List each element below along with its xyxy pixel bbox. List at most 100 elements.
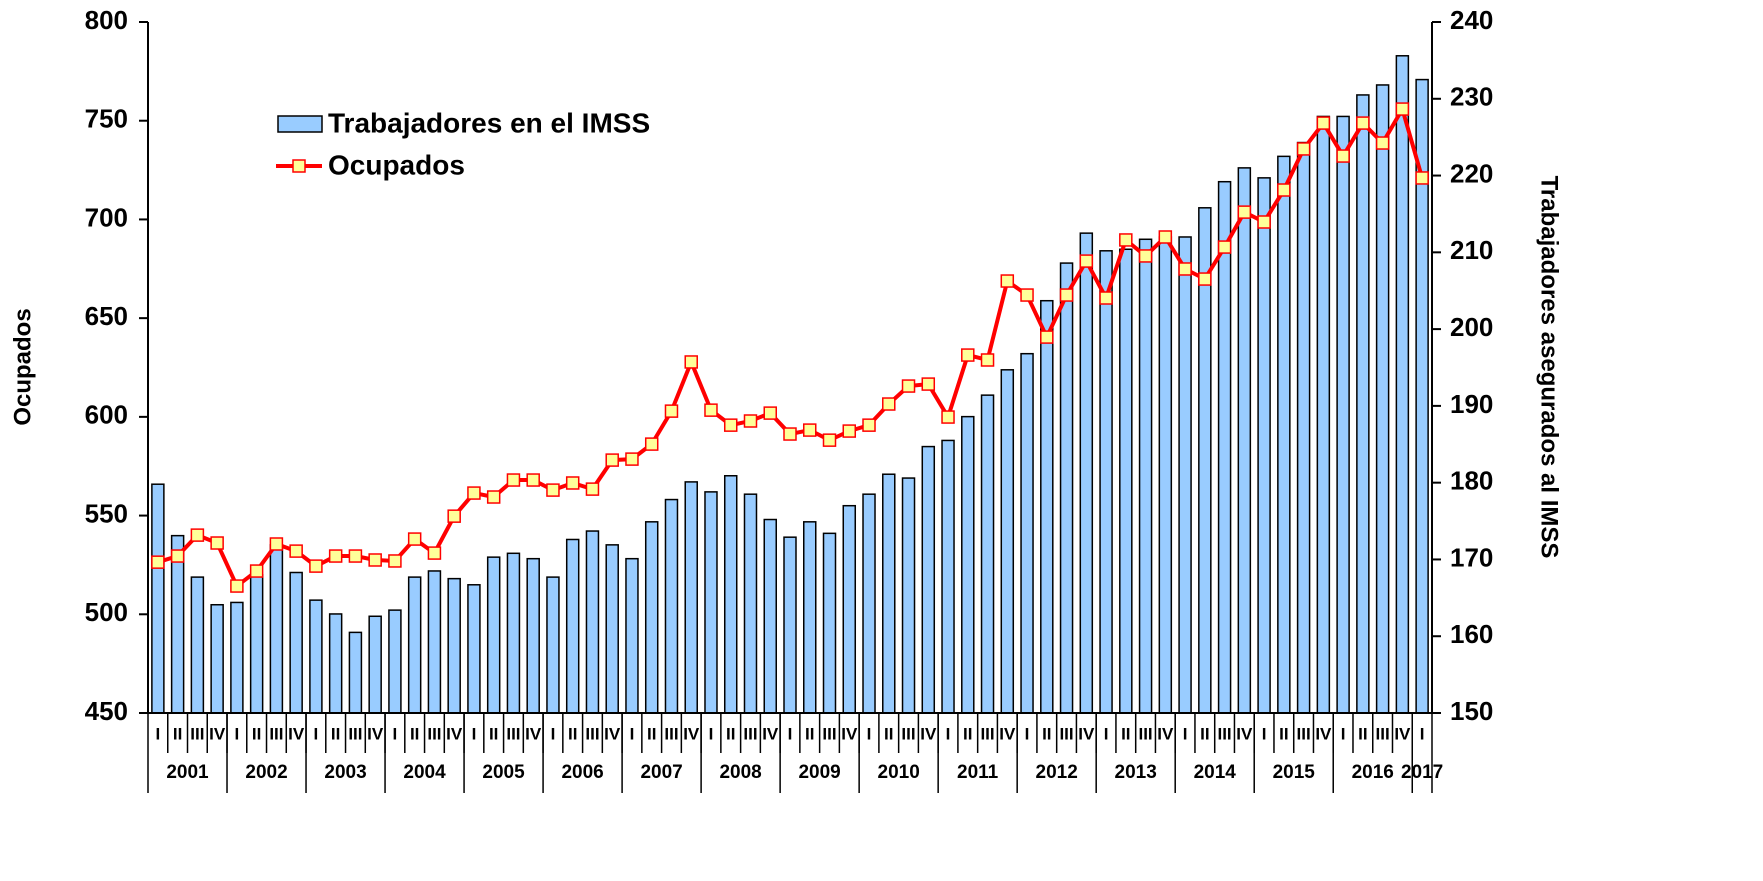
marker	[249, 564, 264, 578]
x-group-label: 2005	[482, 762, 525, 783]
x-tick-label: IV	[920, 724, 937, 743]
bar	[901, 477, 916, 714]
bar	[467, 584, 481, 714]
bar	[941, 439, 955, 714]
marker	[328, 549, 343, 563]
marker	[1217, 240, 1232, 254]
x-group-label: 2008	[719, 762, 761, 783]
marker	[368, 553, 382, 567]
bar	[407, 576, 422, 714]
x-tick-label: III	[664, 724, 678, 743]
x-tick-label: III	[1138, 724, 1152, 743]
x-group-label: 2011	[957, 762, 999, 783]
bar	[1000, 369, 1015, 714]
legend-label: Trabajadores en el IMSS	[328, 107, 650, 138]
bar	[269, 544, 284, 714]
bar	[486, 556, 501, 714]
marker	[1375, 136, 1390, 150]
bar	[1158, 236, 1173, 714]
x-tick-label: II	[568, 724, 577, 743]
marker	[644, 437, 659, 451]
x-tick-label: I	[1341, 724, 1346, 743]
x-tick-label: I	[1183, 724, 1188, 743]
marker	[447, 509, 461, 523]
bar	[664, 498, 679, 714]
bar	[921, 445, 936, 714]
marker	[605, 453, 619, 467]
bar	[763, 518, 777, 714]
x-tick-label: IV	[1078, 724, 1095, 743]
marker	[980, 353, 995, 367]
x-tick-label: I	[867, 724, 872, 743]
y2-tick-label: 230	[1450, 82, 1493, 112]
x-tick-label: II	[1358, 724, 1367, 743]
bar	[190, 576, 205, 714]
x-tick-label: IV	[288, 724, 305, 743]
marker	[546, 483, 560, 497]
bar	[704, 491, 718, 714]
x-tick-label: I	[314, 724, 319, 743]
y-tick-label: 800	[85, 5, 128, 35]
bar	[980, 394, 995, 714]
x-group-label: 2006	[561, 762, 603, 783]
line	[157, 104, 1425, 590]
y2-tick-label: 200	[1450, 312, 1493, 342]
marker	[743, 414, 758, 428]
bar	[1099, 250, 1113, 714]
x-tick-label: III	[1217, 724, 1231, 743]
x-tick-label: II	[884, 724, 893, 743]
marker	[1178, 262, 1192, 276]
x-tick-label: I	[551, 724, 556, 743]
x-tick-label: III	[269, 724, 283, 743]
legend-marker	[292, 159, 306, 173]
y-tick-label: 450	[85, 696, 128, 726]
marker	[526, 473, 540, 487]
marker	[1079, 254, 1094, 268]
marker	[1158, 230, 1173, 244]
x-group-label: 2002	[245, 762, 287, 783]
bar	[961, 415, 975, 714]
x-tick-label: II	[1121, 724, 1130, 743]
marker	[625, 452, 639, 466]
y-axis-label: Ocupados	[9, 308, 36, 425]
x-tick-label: I	[946, 724, 951, 743]
bar	[803, 521, 817, 714]
x-tick-label: III	[1059, 724, 1073, 743]
marker	[230, 579, 244, 593]
marker	[1138, 249, 1153, 263]
x-tick-label: IV	[209, 724, 226, 743]
x-group-label: 2016	[1352, 762, 1394, 783]
x-group-label: 2012	[1036, 762, 1078, 783]
bar	[546, 576, 560, 714]
marker	[506, 473, 521, 487]
x-tick-label: III	[1297, 724, 1311, 743]
bar	[1178, 236, 1192, 714]
marker	[170, 549, 185, 563]
marker	[1119, 233, 1133, 247]
bar	[822, 532, 837, 714]
bar	[1217, 180, 1232, 714]
x-tick-label: II	[252, 724, 261, 743]
y2-tick-label: 170	[1450, 542, 1493, 572]
x-tick-label: II	[331, 724, 340, 743]
x-tick-label: II	[963, 724, 972, 743]
x-tick-label: III	[585, 724, 599, 743]
marker	[1020, 288, 1034, 302]
marker	[664, 404, 679, 418]
marker	[1257, 215, 1271, 229]
x-tick-label: I	[1262, 724, 1267, 743]
marker	[1316, 116, 1331, 130]
bar	[249, 574, 264, 714]
x-tick-label: IV	[1315, 724, 1332, 743]
x-tick-label: II	[489, 724, 498, 743]
y-tick-label: 650	[85, 301, 128, 331]
marker	[704, 403, 718, 417]
bar	[1079, 232, 1094, 714]
marker	[1277, 183, 1291, 197]
x-group-label: 2001	[166, 762, 209, 783]
marker	[723, 418, 738, 432]
bar	[447, 577, 461, 714]
bar	[388, 609, 402, 714]
x-tick-label: III	[901, 724, 915, 743]
bar	[1336, 115, 1350, 714]
